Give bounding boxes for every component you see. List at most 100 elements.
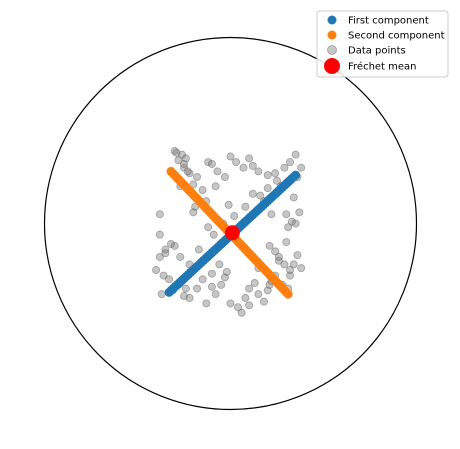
data-point [209,230,218,239]
data-point [245,154,254,163]
data-point [185,293,194,302]
data-point [241,202,250,211]
data-point [157,290,166,299]
data-point [165,275,174,284]
data-point [280,260,289,269]
data-point [254,167,263,176]
data-point [274,252,283,261]
data-point [220,273,229,282]
data-point [207,159,216,168]
data-point [263,171,272,180]
data-point [230,212,239,221]
data-point [174,156,183,165]
data-point [226,299,235,308]
data-point [194,245,203,254]
data-point [161,245,170,254]
legend-frame [316,10,449,78]
data-point [245,301,254,310]
plot-area [43,36,418,411]
data-point [233,303,242,312]
data-point [181,154,190,163]
data-point [179,159,188,168]
data-point [286,158,295,167]
data-point [245,284,254,293]
data-point [155,230,164,239]
data-point [159,271,168,280]
data-point [280,163,289,172]
data-point [217,280,226,289]
data-point [202,299,211,308]
legend-label-frechet-mean: Fréchet mean [348,61,417,73]
data-point [271,169,280,178]
data-point [291,219,300,228]
data-point [248,189,257,198]
data-point [267,210,276,219]
second-component-point [283,289,293,299]
data-point [172,148,181,157]
data-point [282,238,291,247]
data-point [204,158,213,167]
legend-label-data-points: Data points [348,46,406,57]
frechet-mean-point [224,225,240,241]
data-point [282,210,291,219]
data-point [178,150,187,159]
data-point [211,290,220,299]
data-point [271,247,280,256]
data-point [237,308,246,317]
boundary-circle [43,36,418,411]
data-point [193,172,202,181]
data-point [297,264,306,273]
data-point [284,223,293,232]
data-point [256,191,265,200]
data-point [248,161,257,170]
data-point [289,193,298,202]
data-point [170,241,179,250]
data-point [224,200,233,209]
data-point [254,290,263,299]
data-point [289,260,298,269]
data-point [179,292,188,301]
data-point [176,252,185,261]
data-point [198,186,207,195]
data-point [215,260,224,269]
data-point [181,284,190,293]
data-point [263,184,272,193]
data-point [189,208,198,217]
legend: First component Second component Data po… [316,10,449,78]
data-point [155,252,164,261]
data-point [198,275,207,284]
data-point [170,146,179,155]
data-point [213,167,222,176]
legend-marker-first-component [327,15,337,25]
data-point [185,169,194,178]
legend-label-first-component: First component [348,16,429,27]
data-point [207,282,216,291]
data-point [211,182,220,191]
data-point [250,279,259,288]
data-point [232,158,241,167]
data-point [207,269,216,278]
data-point [286,265,295,274]
data-point [204,223,213,232]
data-point [272,176,281,185]
data-point [222,267,231,276]
data-point [291,150,300,159]
data-point [259,297,268,306]
legend-marker-second-component [327,30,337,40]
data-point [265,241,274,250]
data-point [295,208,304,217]
data-point [193,284,202,293]
first-component-point [291,170,301,180]
data-point [226,152,235,161]
legend-marker-data-points [327,45,337,55]
data-point [241,293,250,302]
data-point [239,163,248,172]
data-point [189,180,198,189]
data-point [293,251,302,260]
data-point [166,239,175,248]
data-point [286,271,295,280]
data-point [274,256,283,265]
data-point [155,210,164,219]
